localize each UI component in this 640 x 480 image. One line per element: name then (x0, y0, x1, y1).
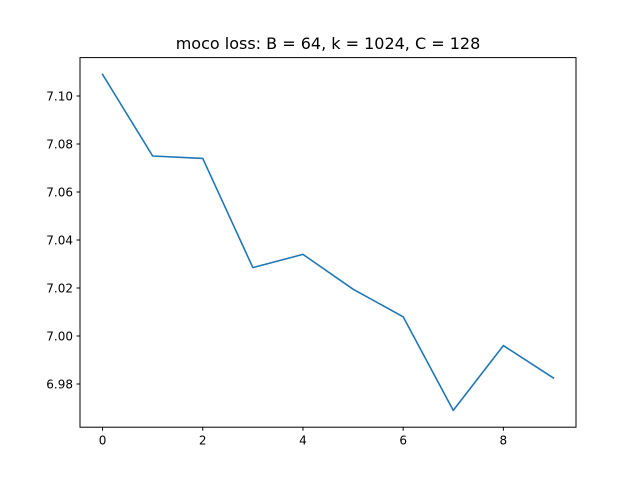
x-tick-label: 2 (199, 434, 207, 448)
chart-title: moco loss: B = 64, k = 1024, C = 128 (176, 34, 481, 53)
axes-frame (79, 57, 577, 428)
y-tick-label: 7.00 (46, 329, 73, 343)
y-tick-label: 7.04 (46, 233, 73, 247)
y-tick-label: 7.10 (46, 89, 73, 103)
plot-area (101, 73, 555, 412)
y-tick-label: 7.02 (46, 281, 73, 295)
x-tick-label: 6 (399, 434, 407, 448)
y-tick-label: 7.06 (46, 185, 73, 199)
x-axis: 0 2 4 6 8 (99, 427, 507, 448)
series-line-0 (101, 73, 555, 412)
y-tick-label: 7.08 (46, 137, 73, 151)
y-axis: 6.98 7.00 7.02 7.04 7.06 7.08 7.10 (46, 89, 80, 391)
x-tick-label: 8 (500, 434, 508, 448)
x-tick-label: 4 (299, 434, 307, 448)
y-tick-label: 6.98 (46, 377, 73, 391)
x-tick-label: 0 (99, 434, 107, 448)
